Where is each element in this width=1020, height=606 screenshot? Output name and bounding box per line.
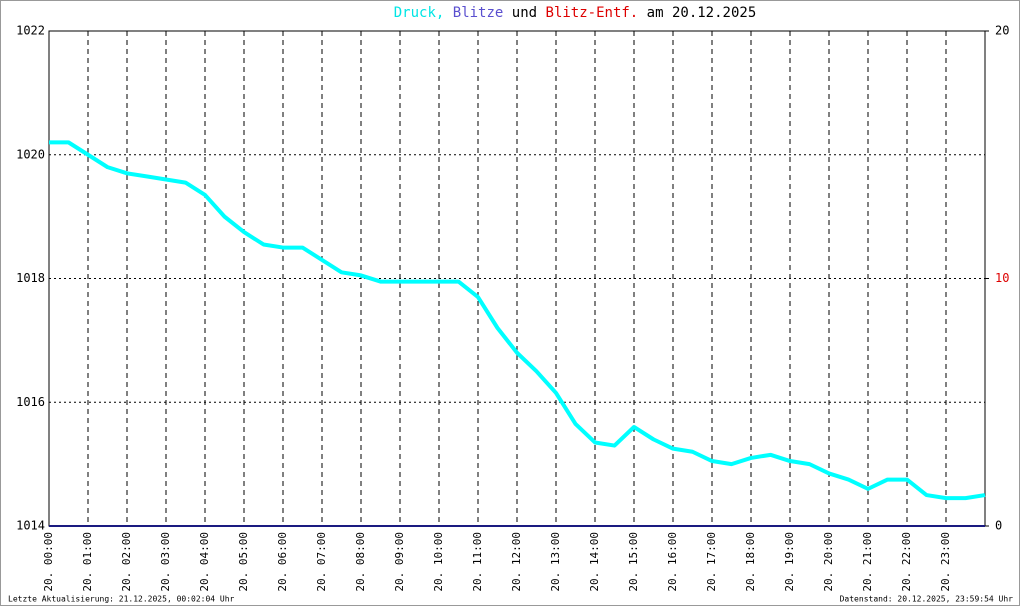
title-part: und [512, 5, 537, 21]
x-tick-label: 20. 07:00 [315, 532, 328, 592]
x-tick-label: 20. 04:00 [198, 532, 211, 592]
x-tick-label: 20. 06:00 [276, 532, 289, 592]
x-tick-label: 20. 15:00 [627, 532, 640, 592]
x-tick-label: 20. 08:00 [354, 532, 367, 592]
footer-right: Datenstand: 20.12.2025, 23:59:54 Uhr [840, 595, 1014, 604]
x-tick-label: 20. 11:00 [471, 532, 484, 592]
y2-tick-label: 10 [995, 271, 1009, 285]
y2-tick-label: 0 [995, 519, 1002, 533]
title-part: am 20.12.2025 [647, 5, 757, 21]
footer-left: Letzte Aktualisierung: 21.12.2025, 00:02… [8, 595, 235, 604]
series-line [49, 140, 986, 501]
y-tick-label: 1022 [16, 24, 45, 38]
x-tick-label: 20. 13:00 [549, 532, 562, 592]
x-tick-label: 20. 18:00 [744, 532, 757, 592]
x-tick-label: 20. 02:00 [120, 532, 133, 592]
x-tick-label: 20. 10:00 [432, 532, 445, 592]
y-tick-label: 1016 [16, 395, 45, 409]
chart-title: Druck, Blitze und Blitz-Entf. am 20.12.2… [394, 5, 757, 21]
x-tick-label: 20. 17:00 [705, 532, 718, 592]
x-tick-label: 20. 19:00 [783, 532, 796, 592]
y-tick-label: 1014 [16, 519, 45, 533]
x-tick-label: 20. 16:00 [666, 532, 679, 592]
x-tick-label: 20. 09:00 [393, 532, 406, 592]
x-tick-label: 20. 23:00 [939, 532, 952, 592]
x-tick-label: 20. 00:00 [42, 532, 55, 592]
title-part: Druck, [394, 5, 445, 21]
x-tick-label: 20. 22:00 [900, 532, 913, 592]
x-tick-label: 20. 21:00 [861, 532, 874, 592]
x-tick-label: 20. 14:00 [588, 532, 601, 592]
x-tick-label: 20. 05:00 [237, 532, 250, 592]
title-part: Blitze [453, 5, 504, 21]
title-part: Blitz-Entf. [546, 5, 639, 21]
x-tick-label: 20. 01:00 [81, 532, 94, 592]
y-tick-label: 1020 [16, 147, 45, 161]
x-tick-label: 20. 12:00 [510, 532, 523, 592]
x-tick-label: 20. 20:00 [822, 532, 835, 592]
y2-tick-label: 20 [995, 24, 1009, 38]
y-tick-label: 1018 [16, 271, 45, 285]
x-tick-label: 20. 03:00 [159, 532, 172, 592]
